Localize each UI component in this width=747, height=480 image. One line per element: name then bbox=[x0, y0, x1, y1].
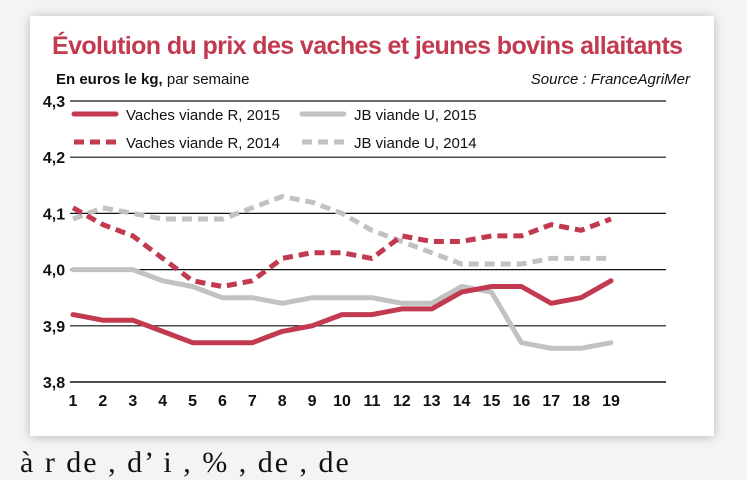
x-tick-label: 1 bbox=[69, 393, 78, 410]
x-tick-label: 11 bbox=[363, 393, 380, 410]
line-chart: 3,83,94,04,14,24,31 2 3 4 5 6 7 8 9 10 11 12 13 14 15 1… bbox=[43, 94, 666, 410]
x-tick-label: 3 bbox=[128, 393, 137, 410]
x-tick-label: 5 bbox=[188, 393, 197, 410]
x-tick-label: 16 bbox=[512, 393, 530, 410]
x-tick-label: 13 bbox=[423, 393, 441, 410]
x-tick-label: 17 bbox=[542, 393, 560, 410]
x-tick-label: 9 bbox=[308, 393, 317, 410]
y-tick-label: 4,0 bbox=[43, 263, 65, 280]
y-tick-label: 4,2 bbox=[43, 150, 65, 167]
series-line bbox=[70, 267, 614, 351]
legend-label: Vaches viande R, 2014 bbox=[126, 135, 280, 152]
series-line bbox=[71, 205, 612, 289]
x-tick-label: 18 bbox=[572, 393, 590, 410]
legend-label: JB viande U, 2014 bbox=[354, 135, 477, 152]
subtitle-unit: En euros le kg, bbox=[56, 71, 163, 88]
x-tick-label: 8 bbox=[278, 393, 287, 410]
series-line bbox=[72, 194, 611, 267]
y-tick-label: 3,9 bbox=[43, 319, 65, 336]
x-tick-label: 10 bbox=[333, 393, 351, 410]
legend-label: JB viande U, 2015 bbox=[354, 107, 477, 124]
y-tick-label: 4,1 bbox=[43, 206, 65, 223]
x-tick-label: 6 bbox=[218, 393, 227, 410]
subtitle-period: par semaine bbox=[162, 71, 250, 88]
legend-label: Vaches viande R, 2015 bbox=[126, 107, 280, 124]
x-tick-label: 4 bbox=[158, 393, 167, 410]
y-tick-label: 3,8 bbox=[43, 375, 65, 392]
x-tick-label: 14 bbox=[453, 393, 471, 410]
x-tick-label: 15 bbox=[483, 393, 501, 410]
x-tick-label: 7 bbox=[248, 393, 257, 410]
x-tick-label: 2 bbox=[98, 393, 107, 410]
chart-card: Évolution du prix des vaches et jeunes b… bbox=[30, 16, 714, 436]
chart-subtitle: En euros le kg, par semaine bbox=[56, 71, 249, 88]
x-tick-label: 19 bbox=[602, 393, 620, 410]
series-line bbox=[70, 278, 614, 346]
x-tick-label: 12 bbox=[393, 393, 411, 410]
cropped-article-text: à r de , d’ i , % , de , de bbox=[20, 446, 351, 479]
chart-source: Source : FranceAgriMer bbox=[530, 71, 690, 88]
chart-title: Évolution du prix des vaches et jeunes b… bbox=[52, 32, 683, 60]
y-tick-label: 4,3 bbox=[43, 94, 65, 111]
